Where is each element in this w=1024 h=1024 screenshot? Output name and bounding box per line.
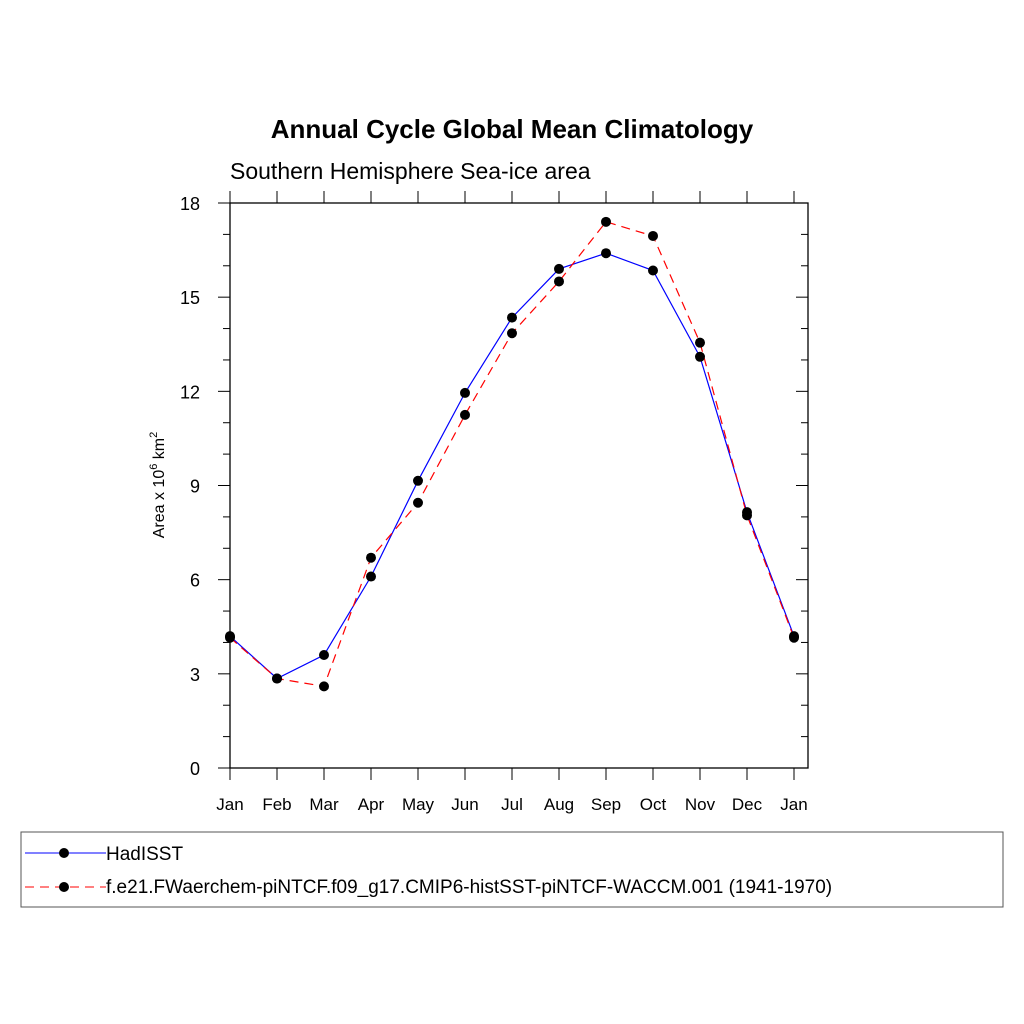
series-1-marker [366, 552, 376, 563]
y-tick-label: 9 [190, 477, 200, 497]
y-axis-label-unit: km [151, 438, 168, 464]
y-axis-label-base: Area x 10 [151, 470, 168, 539]
series-1-marker [413, 497, 423, 508]
series-0-marker [460, 387, 470, 398]
y-axis-label: Area x 106 km2 [148, 432, 168, 539]
x-tick-label: Sep [591, 795, 621, 814]
legend-label-model: f.e21.FWaerchem-piNTCF.f09_g17.CMIP6-his… [106, 877, 832, 898]
x-tick-label: May [402, 795, 435, 814]
series-1-marker [507, 328, 517, 339]
y-tick-label: 3 [190, 665, 200, 685]
x-tick-label: Apr [358, 795, 385, 814]
series-1-marker [742, 510, 752, 521]
series-0-marker [554, 263, 564, 274]
legend-marker-hadisst [59, 848, 69, 858]
y-tick-label: 18 [180, 194, 200, 214]
x-tick-label: Aug [544, 795, 574, 814]
series-0-marker [601, 248, 611, 259]
x-tick-label: Jun [451, 795, 478, 814]
x-tick-label: Jul [501, 795, 523, 814]
series-0-marker [648, 265, 658, 276]
legend-label-hadisst: HadISST [106, 844, 183, 865]
x-tick-label: Jan [216, 795, 243, 814]
legend-marker-model [59, 882, 69, 892]
y-tick-label: 0 [190, 759, 200, 779]
y-axis-label-exp2: 2 [148, 432, 160, 438]
series-1-marker [225, 632, 235, 643]
series-1-marker [554, 276, 564, 287]
series-0-marker [319, 650, 329, 660]
legend: HadISST f.e21.FWaerchem-piNTCF.f09_g17.C… [20, 831, 1004, 908]
x-tick-label: Feb [262, 795, 291, 814]
x-tick-label: Jan [780, 795, 807, 814]
legend-box [20, 831, 1004, 908]
series-0-marker [366, 571, 376, 582]
series-1-marker [272, 673, 282, 684]
x-tick-label: Nov [685, 795, 716, 814]
chart-subtitle: Southern Hemisphere Sea-ice area [230, 158, 591, 184]
series-1-marker [460, 409, 470, 420]
x-tick-label: Oct [640, 795, 667, 814]
y-axis-label-exp1: 6 [148, 464, 160, 470]
y-tick-label: 15 [180, 288, 200, 308]
y-tick-label: 12 [180, 382, 200, 402]
x-tick-label: Dec [732, 795, 763, 814]
series-1-marker [648, 230, 658, 241]
x-tick-label: Mar [309, 795, 339, 814]
series-1-marker [695, 337, 705, 348]
series-1-marker [319, 681, 329, 692]
plot-frame [229, 202, 809, 769]
series-0-marker [413, 475, 423, 486]
chart-title: Annual Cycle Global Mean Climatology [271, 114, 754, 144]
series-1-marker [601, 216, 611, 227]
series-line-1 [229, 221, 795, 688]
series-group [225, 216, 799, 692]
y-tick-label: 6 [190, 571, 200, 591]
series-0-marker [507, 312, 517, 323]
axes-group: 0 3 6 9 12 15 18 Jan Feb Mar Apr May Jun Jul Aug Sep Oct… [180, 191, 809, 814]
series-1-marker [789, 632, 799, 643]
series-0-marker [695, 351, 705, 362]
